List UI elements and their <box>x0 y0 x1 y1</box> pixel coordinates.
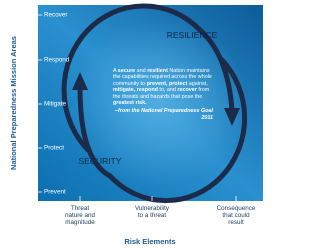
glow <box>65 17 245 187</box>
quote-segment: secure <box>117 68 136 74</box>
x-level-label: Threat <box>71 205 89 212</box>
x-level-label: Vulnerability <box>135 205 170 212</box>
quote-segment: mitigate, <box>113 87 136 94</box>
security-arrow <box>77 57 248 204</box>
quote-segment: respond <box>136 87 158 94</box>
quote-segment: and <box>135 68 148 74</box>
page: {"diagram": { "y_axis_title": "National … <box>9 3 263 246</box>
resilience-arrow <box>61 3 235 153</box>
quote: A secure and resilient Nation maintains … <box>113 68 213 121</box>
quote-segment: against, <box>187 80 208 87</box>
y-level-label: Prevent <box>44 189 66 196</box>
quote-segment: from the threats and hazards that pose t… <box>113 87 210 100</box>
quote-segment: resilient <box>147 68 168 74</box>
quote-segment: greatest risk. <box>113 100 147 107</box>
x-level-label: result <box>228 219 244 226</box>
x-level-label: that could <box>222 212 250 219</box>
arrow-head <box>72 72 88 90</box>
diagram: Recover Respond Mitigate Protect Prevent Thr… <box>9 3 263 246</box>
y-axis-title: National Preparedness Mission Areas <box>9 36 18 170</box>
quote-segment: A <box>113 68 118 74</box>
quote-body: A secure and resilient Nation maintains … <box>113 68 212 106</box>
quote-segment: Nation maintains the capabilities requir… <box>113 68 212 87</box>
cycle-label: SECURITY <box>79 156 122 166</box>
y-level-label: Mitigate <box>44 101 67 108</box>
x-level-label: Consequence <box>217 205 256 212</box>
x-level-label: to a threat <box>138 212 167 219</box>
x-level-label: magnitude <box>65 219 95 226</box>
y-level-label: Respond <box>44 57 70 64</box>
quote-source: –from the National Preparedness Goal 201… <box>115 108 213 121</box>
y-level-label: Protect <box>44 145 64 152</box>
quote-segment: to, and <box>157 87 178 94</box>
x-level-label: nature and <box>65 212 96 219</box>
cycle-label: RESILIENCE <box>167 30 218 40</box>
y-level-label: Recover <box>44 12 67 19</box>
arrow-head <box>224 108 240 126</box>
quote-segment: recover <box>177 87 197 94</box>
x-axis-title: Risk Elements <box>124 237 175 246</box>
quote-segment: prevent, protect <box>146 80 188 87</box>
